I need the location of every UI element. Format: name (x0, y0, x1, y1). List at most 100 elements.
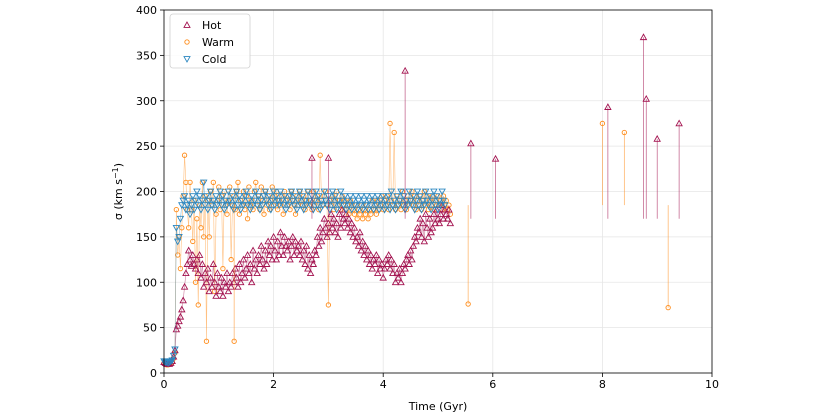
data-point-hot (316, 223, 324, 231)
data-point-warm (365, 216, 371, 222)
data-point-hot (332, 219, 341, 227)
data-point-cold (431, 202, 440, 210)
data-point-hot (293, 246, 301, 254)
data-point-cold (379, 193, 387, 200)
data-point-hot (180, 282, 189, 290)
data-point-cold (249, 202, 257, 210)
data-point-warm (201, 234, 207, 240)
legend-label-cold: Cold (202, 53, 226, 66)
data-point-hot (272, 255, 281, 263)
data-point-cold (199, 179, 208, 187)
data-point-hot (213, 269, 222, 277)
data-point-hot (309, 260, 318, 267)
data-point-cold (371, 197, 379, 205)
data-point-hot (410, 232, 419, 240)
data-point-hot (250, 264, 259, 272)
data-point-hot (321, 223, 330, 231)
data-point-cold (372, 202, 381, 210)
data-point-cold (347, 206, 356, 214)
data-point-cold (258, 202, 267, 210)
data-point-hot (405, 260, 413, 267)
data-point-cold (220, 206, 229, 214)
data-point-cold (380, 206, 389, 214)
data-point-hot (176, 312, 185, 320)
data-point-cold (390, 197, 398, 205)
data-point-cold (406, 197, 415, 205)
data-point-warm (275, 206, 281, 213)
data-point-hot (417, 232, 426, 240)
data-point-cold (360, 197, 368, 205)
data-point-hot (224, 287, 233, 295)
data-point-cold (368, 193, 377, 200)
data-point-hot (373, 269, 382, 277)
data-point-hot (380, 264, 389, 272)
y-axis-label-prefix: σ (km s (112, 179, 125, 220)
data-point-cold (302, 202, 311, 210)
data-point-cold (242, 188, 250, 196)
data-point-cold (432, 193, 441, 200)
data-point-hot (260, 264, 268, 272)
data-point-hot (347, 219, 356, 227)
spike-point-warm (231, 338, 237, 344)
y-axis-ticks: 0 50 100 150 200 250 300 350 400 (136, 4, 164, 380)
data-point-hot (312, 251, 320, 258)
data-point-hot (294, 242, 303, 249)
data-point-cold (209, 197, 218, 205)
data-point-cold (172, 224, 181, 232)
data-point-hot (217, 273, 226, 281)
data-point-cold (427, 206, 435, 214)
data-point-cold (439, 197, 448, 205)
data-point-warm (354, 216, 360, 222)
data-point-cold (349, 197, 357, 205)
data-point-cold (297, 202, 305, 210)
data-point-warm (195, 302, 201, 308)
data-point-cold (168, 357, 176, 365)
data-point-hot (439, 214, 448, 222)
data-point-hot (398, 269, 407, 277)
data-point-hot (313, 232, 322, 240)
y-tick-label: 50 (143, 322, 157, 335)
x-tick-label: 10 (705, 378, 719, 391)
data-point-hot (420, 237, 429, 245)
data-point-cold (339, 202, 348, 210)
data-point-hot (197, 273, 205, 281)
data-point-hot (302, 242, 311, 249)
data-point-hot (210, 278, 219, 286)
data-point-hot (310, 246, 319, 254)
data-point-hot (306, 269, 315, 277)
data-point-cold (356, 202, 364, 210)
data-point-cold (171, 346, 179, 354)
data-point-warm (235, 179, 241, 186)
data-point-hot (249, 246, 257, 254)
data-point-hot (269, 232, 278, 240)
data-point-cold (305, 197, 313, 205)
data-point-hot (304, 264, 312, 272)
data-point-hot (286, 255, 294, 263)
data-point-hot (395, 264, 404, 272)
data-point-warm (357, 211, 363, 217)
data-point-cold (289, 197, 297, 205)
data-point-hot (424, 232, 433, 240)
data-point-cold (271, 202, 279, 210)
data-point-hot (290, 251, 298, 258)
data-point-cold (201, 202, 209, 210)
data-point-hot (446, 219, 455, 227)
data-point-cold (387, 188, 396, 196)
data-point-hot (319, 228, 327, 236)
data-point-hot (335, 210, 344, 218)
x-tick-label: 8 (599, 378, 606, 391)
data-point-hot (378, 260, 386, 267)
data-point-cold (243, 202, 252, 210)
data-point-cold (416, 193, 424, 200)
data-point-cold (202, 193, 211, 200)
data-point-cold (313, 202, 322, 210)
data-point-cold (217, 202, 226, 210)
data-point-cold (231, 197, 240, 205)
data-point-cold (205, 197, 213, 205)
data-point-hot (336, 223, 345, 231)
data-point-warm (359, 216, 366, 222)
data-point-hot (387, 255, 396, 263)
data-point-hot (328, 223, 337, 231)
y-tick-label: 350 (136, 49, 157, 62)
data-point-cold (225, 197, 234, 205)
